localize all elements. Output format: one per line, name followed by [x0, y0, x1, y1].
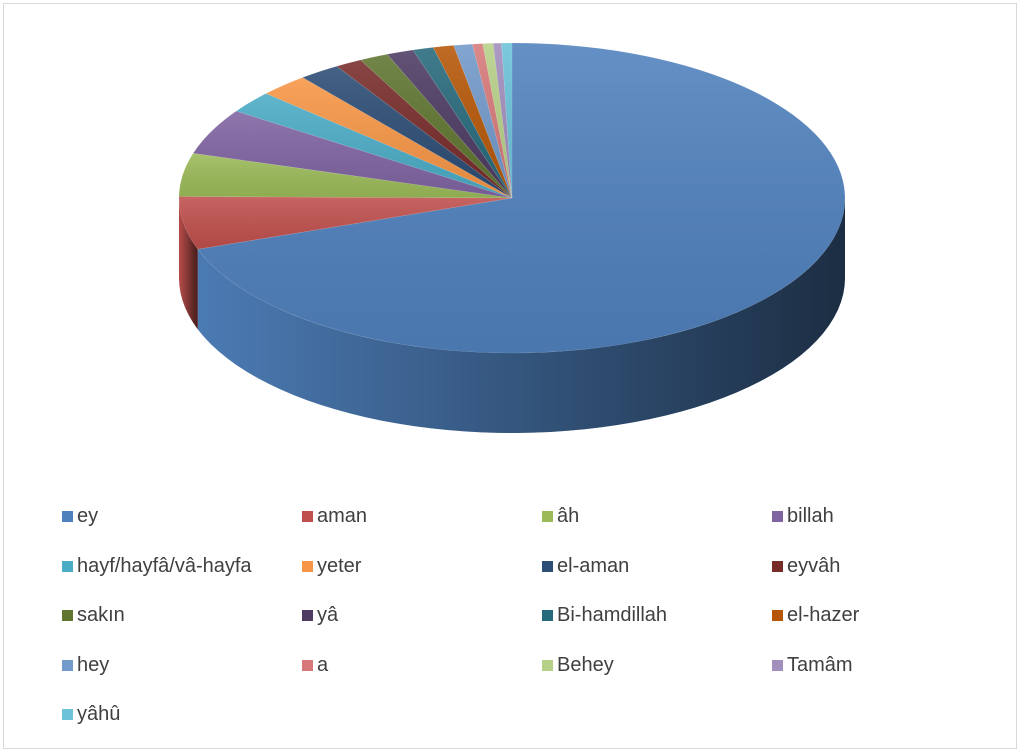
legend-swatch: [302, 659, 313, 671]
legend-item-ah: âh: [542, 492, 772, 542]
legend-swatch: [62, 610, 73, 622]
pie-chart: [178, 42, 846, 433]
pie-side-layer: [179, 198, 845, 433]
legend-item-el-aman: el-aman: [542, 542, 772, 592]
legend-item-bi-hamdillah: Bi-hamdillah: [542, 591, 772, 641]
legend-swatch: [772, 560, 783, 572]
pie-slice-highlight-el-aman: [302, 66, 512, 198]
pie-slice-highlight-eyvah: [336, 59, 512, 199]
legend-label: hey: [77, 653, 110, 676]
legend-swatch: [542, 659, 553, 671]
legend-swatch: [62, 511, 73, 523]
pie-side-shade-aman: [179, 198, 198, 330]
legend-label: billah: [787, 505, 834, 528]
pie-slice-highlight-behey: [482, 43, 512, 198]
legend-label: eyvâh: [787, 554, 841, 577]
legend-swatch: [772, 659, 783, 671]
pie-slice-highlight-hayf-hayfa-va-hayfa: [236, 93, 512, 198]
chart-legend: ey aman âh billah hayf/hayfâ/vâ-hayfa yeter el…: [62, 492, 992, 740]
pie-slice-highlight-yahu: [501, 43, 512, 198]
legend-swatch: [542, 511, 553, 523]
pie-slice-highlight-el-hazer: [433, 45, 512, 199]
legend-label: a: [317, 653, 329, 676]
legend-swatch: [772, 511, 783, 523]
legend-item-ey: ey: [62, 492, 302, 542]
legend-label: Behey: [557, 653, 614, 676]
legend-item-yeter: yeter: [302, 542, 542, 592]
legend-item-yahu: yâhû: [62, 690, 302, 740]
legend-swatch: [772, 610, 783, 622]
legend-label: el-hazer: [787, 604, 860, 627]
legend-label: yâ: [317, 604, 339, 627]
pie-slice-highlight-sak-n: [360, 54, 512, 198]
pie-slice-highlight-a: [472, 43, 512, 198]
legend-label: el-aman: [557, 554, 630, 577]
legend-swatch: [62, 560, 73, 572]
legend-item-aman: aman: [302, 492, 542, 542]
pie-slice-highlight-yeter: [266, 77, 512, 198]
legend-swatch: [302, 560, 313, 572]
pie-top-layer: [178, 42, 846, 354]
pie-slice-highlight-billah: [193, 111, 513, 198]
legend-item-eyvah: eyvâh: [772, 542, 992, 592]
legend-swatch: [542, 560, 553, 572]
legend-item-el-hazer: el-hazer: [772, 591, 992, 641]
legend-label: Bi-hamdillah: [557, 604, 668, 627]
pie-side-shade-ey: [197, 198, 845, 433]
legend-label: ey: [77, 505, 99, 528]
legend-swatch: [62, 709, 73, 721]
pie-slice-highlight-bi-hamdillah: [412, 47, 512, 198]
pie-slice-highlight-hey: [453, 44, 512, 198]
legend-item-hey: hey: [62, 641, 302, 691]
pie-slice-highlight-ah: [179, 153, 512, 198]
legend-label: yeter: [317, 554, 362, 577]
pie-slice-highlight-ey: [197, 43, 845, 353]
legend-label: sakın: [77, 604, 125, 627]
legend-label: aman: [317, 505, 368, 528]
pie-slice-highlight-ya: [387, 50, 512, 198]
legend-swatch: [302, 610, 313, 622]
legend-label: âh: [557, 505, 580, 528]
pie-slice-highlight-tamam: [493, 43, 512, 198]
legend-item-tamam: Tamâm: [772, 641, 992, 691]
legend-label: hayf/hayfâ/vâ-hayfa: [77, 554, 252, 577]
legend-swatch: [542, 610, 553, 622]
legend-item-ya: yâ: [302, 591, 542, 641]
legend-item-hayf-hayfa-va-hayfa: hayf/hayfâ/vâ-hayfa: [62, 542, 302, 592]
legend-item-billah: billah: [772, 492, 992, 542]
legend-label: yâhû: [77, 703, 121, 726]
legend-label: Tamâm: [787, 653, 853, 676]
pie-slice-highlight-aman: [178, 196, 512, 250]
legend-swatch: [62, 659, 73, 671]
legend-item-sak-n: sakın: [62, 591, 302, 641]
legend-item-behey: Behey: [542, 641, 772, 691]
chart-frame: ey aman âh billah hayf/hayfâ/vâ-hayfa yeter el…: [3, 3, 1017, 749]
legend-swatch: [302, 511, 313, 523]
legend-item-a: a: [302, 641, 542, 691]
